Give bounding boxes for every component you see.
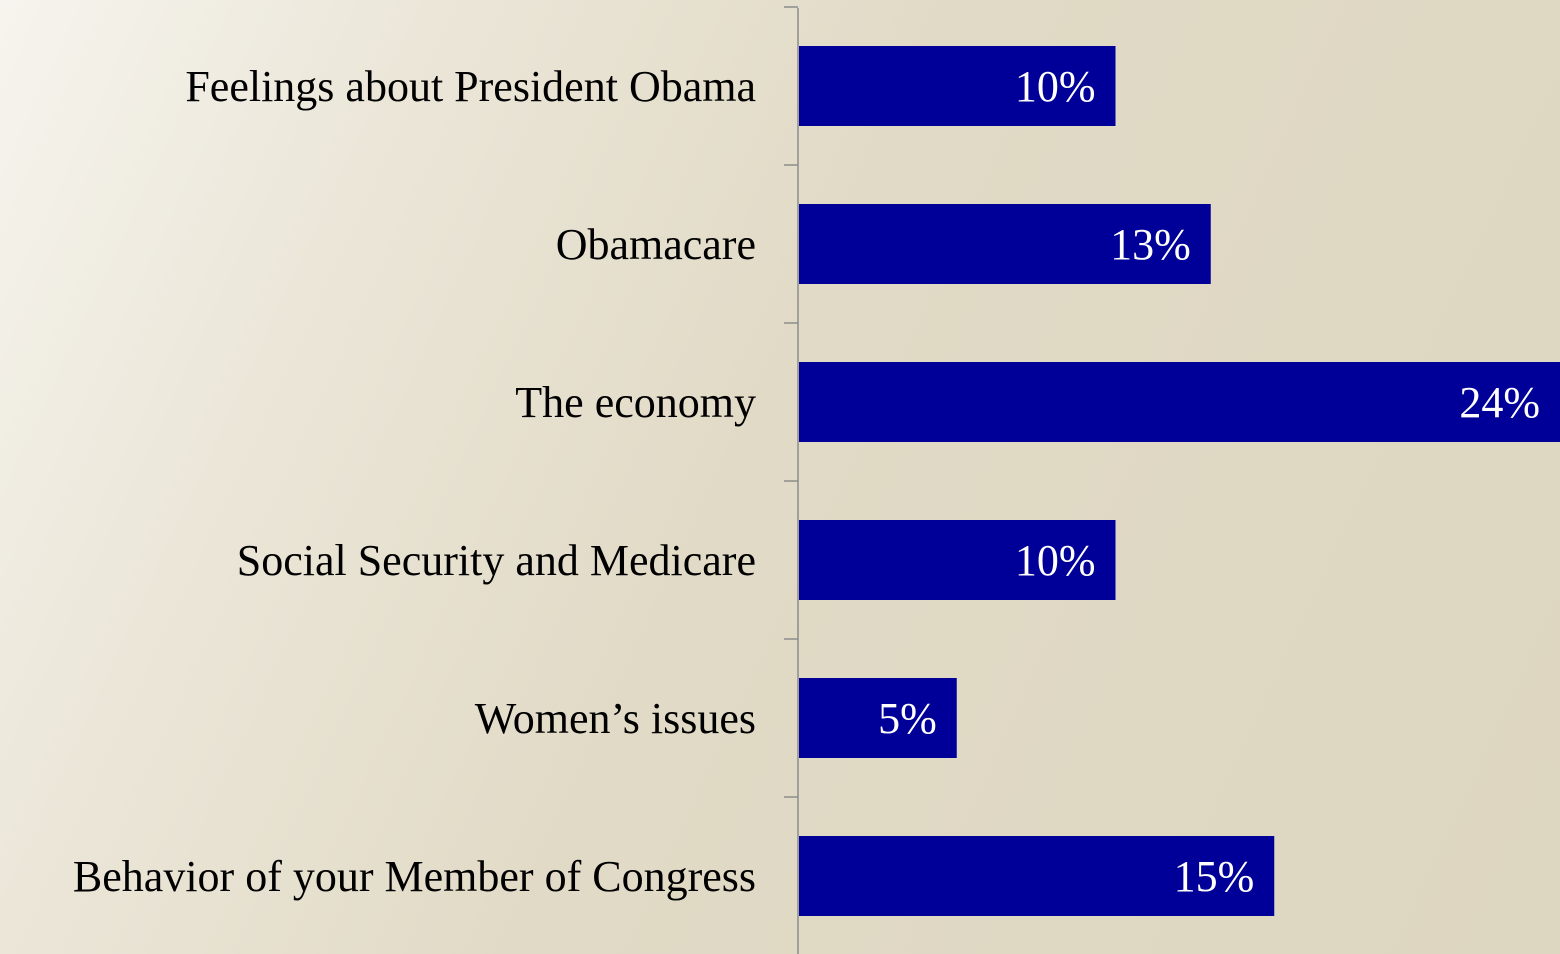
bar <box>799 46 1116 126</box>
bar <box>799 362 1560 442</box>
bar <box>799 678 957 758</box>
category-label: Obamacare <box>556 220 756 269</box>
bar <box>799 520 1116 600</box>
bars-layer <box>799 46 1560 916</box>
data-label: 15% <box>1174 852 1255 901</box>
data-label: 5% <box>878 694 937 743</box>
axis-layer <box>784 6 799 954</box>
data-label: 10% <box>1015 536 1096 585</box>
data-label: 13% <box>1110 220 1191 269</box>
category-label: Social Security and Medicare <box>237 536 756 585</box>
data-label: 10% <box>1015 62 1096 111</box>
bar <box>799 204 1211 284</box>
category-label: Feelings about President Obama <box>185 62 756 111</box>
data-label: 24% <box>1459 378 1540 427</box>
labels-layer: Feelings about President Obama 10% Obamaca… <box>73 62 1540 901</box>
category-label: Women’s issues <box>475 694 756 743</box>
bar <box>799 836 1275 916</box>
category-label: The economy <box>515 378 756 427</box>
category-label: Behavior of your Member of Congress <box>73 852 756 901</box>
